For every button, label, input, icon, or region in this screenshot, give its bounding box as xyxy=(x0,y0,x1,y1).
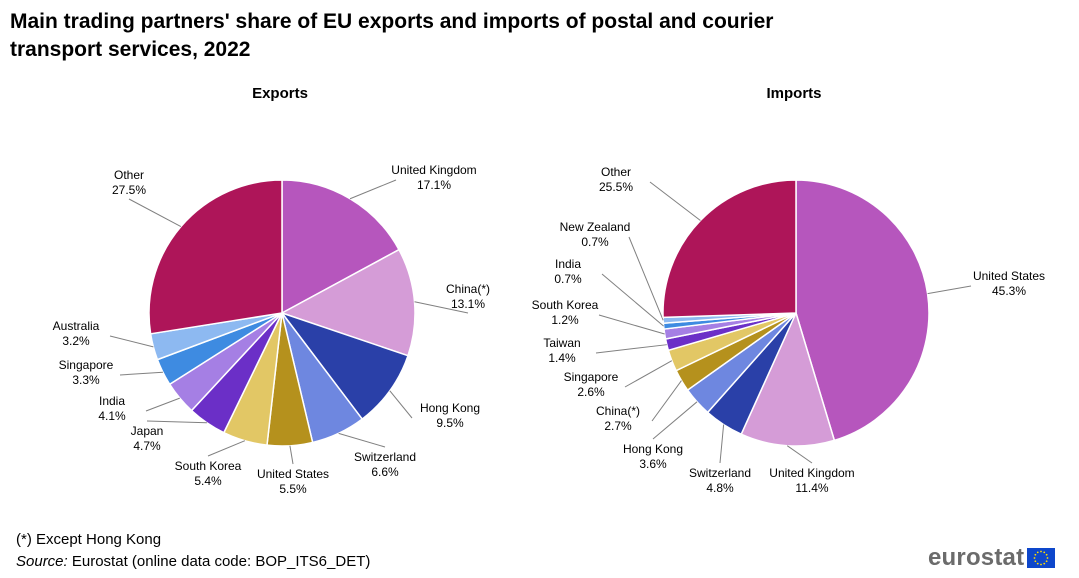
slice-value-label: 5.4% xyxy=(194,474,222,488)
slice-label: Hong Kong xyxy=(420,401,480,415)
slice-label: Singapore xyxy=(59,358,114,372)
slice-value-label: 0.7% xyxy=(554,272,582,286)
slice-label: United States xyxy=(973,269,1045,283)
slice-value-label: 45.3% xyxy=(992,284,1026,298)
slice-value-label: 3.2% xyxy=(62,334,90,348)
leader-line xyxy=(651,380,682,422)
pie-title-imports: Imports xyxy=(766,85,821,102)
leader-line xyxy=(109,335,154,348)
slice-value-label: 3.6% xyxy=(639,457,667,471)
slice-value-label: 11.4% xyxy=(795,481,828,495)
source-text: Eurostat (online data code: BOP_ITS6_DET… xyxy=(67,553,371,570)
flag-star-icon xyxy=(1034,553,1037,556)
leader-line xyxy=(598,314,665,335)
slice-value-label: 27.5% xyxy=(112,183,146,197)
leader-line xyxy=(414,301,469,314)
flag-star-icon xyxy=(1046,560,1048,563)
slice-value-label: 1.4% xyxy=(548,351,576,365)
slice-value-label: 9.5% xyxy=(436,416,464,430)
leader-line xyxy=(338,432,386,448)
slice-value-label: 6.6% xyxy=(371,465,399,479)
leader-line xyxy=(119,371,163,376)
slice-value-label: 1.2% xyxy=(551,313,579,327)
eu-flag-icon xyxy=(1027,548,1056,568)
flag-star-icon xyxy=(1033,557,1036,559)
leader-line xyxy=(786,445,813,464)
slice-value-label: 0.7% xyxy=(581,235,609,249)
pie-slice-exports-united-kingdom xyxy=(281,179,400,315)
slice-value-label: 4.1% xyxy=(98,409,126,423)
slice-value-label: 2.6% xyxy=(577,385,605,399)
flag-star-icon xyxy=(1040,563,1043,566)
slice-label: South Korea xyxy=(532,298,599,312)
leader-line xyxy=(389,390,413,419)
pie-title-exports: Exports xyxy=(252,85,308,102)
slice-label: China(*) xyxy=(446,282,490,296)
pie-slice-exports-hong-kong xyxy=(279,311,409,421)
source-label: Source: xyxy=(16,553,68,570)
pie-slice-imports-united-states xyxy=(795,179,930,442)
slice-value-label: 17.1% xyxy=(417,178,451,192)
flag-star-icon xyxy=(1046,557,1049,559)
pie-slice-exports-other xyxy=(148,179,283,335)
leader-line xyxy=(649,181,701,221)
leader-line xyxy=(349,179,397,200)
slice-label: India xyxy=(555,257,581,271)
flag-star-icon xyxy=(1043,562,1046,565)
slice-label: China(*) xyxy=(596,404,640,418)
slice-label: New Zealand xyxy=(560,220,631,234)
logo-text: eurostat xyxy=(928,544,1025,571)
leader-line xyxy=(207,440,246,457)
slice-label: Japan xyxy=(131,424,164,438)
slice-value-label: 2.7% xyxy=(604,419,632,433)
slice-label: Singapore xyxy=(564,370,619,384)
slice-value-label: 13.1% xyxy=(451,297,485,311)
leader-line xyxy=(927,285,972,295)
slice-label: Switzerland xyxy=(354,450,416,464)
leader-line xyxy=(146,420,207,424)
leader-line xyxy=(289,445,294,465)
leader-line xyxy=(628,236,664,321)
slice-label: India xyxy=(99,394,125,408)
slice-label: Switzerland xyxy=(689,466,751,480)
pie-slice-imports-other xyxy=(662,179,797,319)
leader-line xyxy=(652,401,698,440)
source-note: Source: Eurostat (online data code: BOP_… xyxy=(16,553,370,570)
footnote: (*) Except Hong Kong xyxy=(16,531,162,548)
leader-line xyxy=(128,198,182,228)
slice-value-label: 5.5% xyxy=(279,482,307,496)
flag-star-icon xyxy=(1043,551,1046,554)
slice-label: United Kingdom xyxy=(769,466,854,480)
slice-label: Taiwan xyxy=(543,336,580,350)
eurostat-logo: eurostat xyxy=(928,543,1056,573)
slice-label: United Kingdom xyxy=(391,163,476,177)
flag-star-icon xyxy=(1046,553,1048,556)
slice-label: South Korea xyxy=(175,459,242,473)
slice-label: Australia xyxy=(53,319,100,333)
flag-star-icon xyxy=(1034,560,1037,563)
leader-line xyxy=(595,344,667,354)
slice-label: United States xyxy=(257,467,329,481)
slice-value-label: 4.7% xyxy=(133,439,161,453)
leader-line xyxy=(719,424,725,464)
leader-line xyxy=(624,360,673,388)
slice-label: Hong Kong xyxy=(623,442,683,456)
flag-star-icon xyxy=(1040,550,1043,553)
leader-line xyxy=(601,273,664,327)
flag-star-icon xyxy=(1037,562,1039,565)
slice-label: Other xyxy=(601,165,631,179)
slice-value-label: 3.3% xyxy=(72,373,100,387)
chart-title: Main trading partners' share of EU expor… xyxy=(10,10,774,61)
slice-value-label: 4.8% xyxy=(706,481,734,495)
leader-line xyxy=(145,397,180,412)
slice-value-label: 25.5% xyxy=(599,180,633,194)
slice-label: Other xyxy=(114,168,144,182)
flag-star-icon xyxy=(1037,551,1039,554)
